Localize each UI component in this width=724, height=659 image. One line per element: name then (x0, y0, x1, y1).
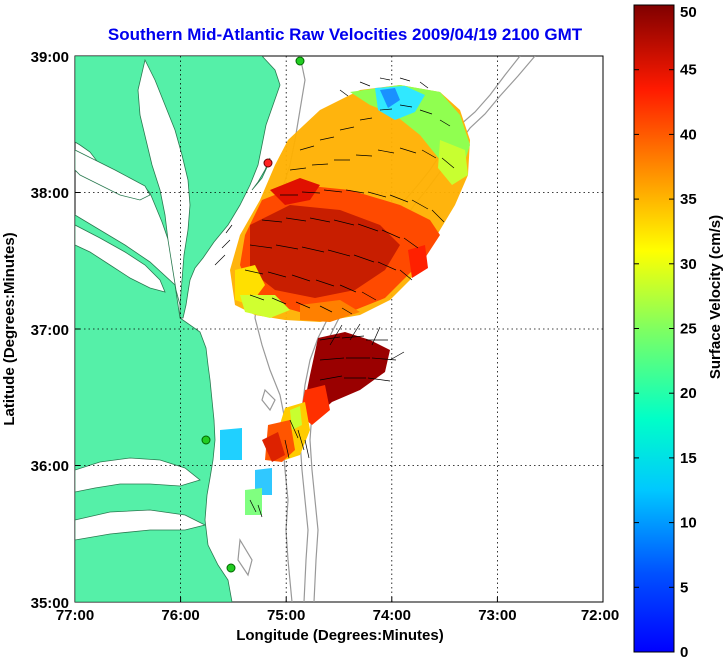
x-tick-label: 73:00 (478, 607, 516, 624)
colorbar-tick-label: 45 (680, 62, 697, 79)
y-tick-label: 39:00 (31, 49, 69, 66)
colorbar-tick-label: 35 (680, 191, 697, 208)
axis-ticks (75, 192, 498, 602)
y-tick-label: 36:00 (31, 458, 69, 475)
colorbar-tick-label: 50 (680, 4, 697, 21)
y-tick-label: 38:00 (31, 185, 69, 202)
x-tick-label: 76:00 (161, 607, 199, 624)
colorbar-tick-label: 15 (680, 450, 697, 467)
colorbar-tick-label: 25 (680, 321, 697, 338)
colorbar (633, 4, 675, 653)
colorbar-tick-label: 0 (680, 644, 688, 659)
colorbar-tick-label: 40 (680, 126, 697, 143)
y-tick-label: 37:00 (31, 322, 69, 339)
colorbar-tick-label: 20 (680, 385, 697, 402)
x-tick-label: 77:00 (56, 607, 94, 624)
colorbar-label: Surface Velocity (cm/s) (707, 215, 724, 379)
colorbar-tick-label: 5 (680, 579, 688, 596)
x-tick-label: 75:00 (267, 607, 305, 624)
chesapeake-bay (75, 58, 207, 541)
y-tick-label: 35:00 (31, 595, 69, 612)
radar-site-marker (226, 563, 236, 573)
x-axis-label: Longitude (Degrees:Minutes) (236, 627, 444, 644)
velocity-field (220, 85, 470, 515)
radar-site-marker (201, 435, 211, 445)
colorbar-tick-label: 10 (680, 515, 697, 532)
velocity-vectors (214, 77, 455, 518)
y-axis-label: Latitude (Degrees:Minutes) (1, 232, 18, 425)
colorbar-tick-label: 30 (680, 256, 697, 273)
x-tick-label: 74:00 (373, 607, 411, 624)
radar-site-marker (263, 158, 273, 168)
chart-title: Southern Mid-Atlantic Raw Velocities 200… (108, 25, 583, 44)
x-tick-label: 72:00 (581, 607, 619, 624)
radar-site-marker (295, 56, 305, 66)
colorbar-ticks: 0 5 10 15 20 25 30 35 40 45 50 (634, 4, 697, 659)
